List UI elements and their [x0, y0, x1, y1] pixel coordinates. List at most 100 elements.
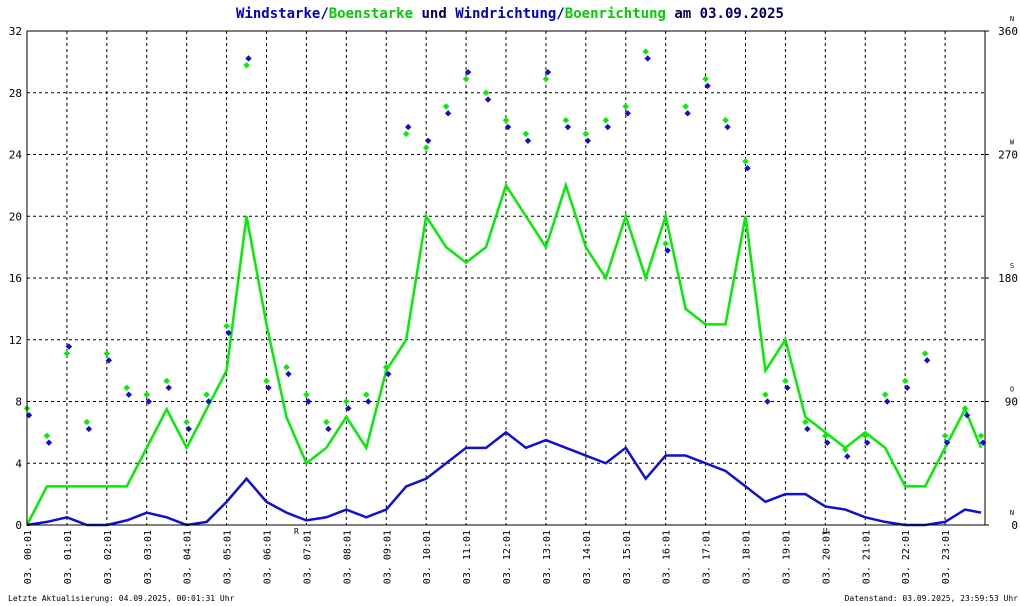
x-tick-label: 03. 13:01	[542, 530, 553, 584]
direction-point	[604, 123, 611, 131]
direction-point	[305, 398, 312, 405]
direction-point	[602, 116, 609, 124]
y2-tick-label: 90	[1005, 396, 1018, 409]
direction-point	[85, 425, 93, 433]
direction-point	[744, 165, 751, 172]
y-tick-label: 0	[15, 519, 22, 532]
direction-point	[662, 240, 669, 247]
direction-point	[784, 384, 791, 391]
direction-point	[303, 391, 310, 398]
direction-point	[724, 123, 731, 131]
y2-compass-label: N	[1010, 509, 1014, 517]
direction-point	[522, 130, 530, 138]
direction-point	[764, 398, 771, 405]
title-part: Windrichtung	[455, 6, 556, 22]
direction-point	[363, 391, 370, 398]
x-tick-label: 03. 15:01	[622, 530, 633, 584]
direction-point	[702, 75, 709, 83]
direction-point	[263, 377, 270, 385]
direction-point	[65, 343, 73, 350]
x-tick-label: 03. 06:01	[263, 530, 274, 584]
direction-point	[165, 384, 172, 391]
title-part: und	[413, 6, 455, 22]
direction-point	[882, 391, 889, 398]
direction-point	[225, 329, 232, 337]
direction-point	[245, 55, 252, 62]
x-tick-label: 03. 04:01	[183, 530, 194, 584]
y2-compass-label: S	[1010, 262, 1014, 270]
direction-point	[405, 123, 412, 131]
title-part: am 03.09.2025	[666, 6, 784, 22]
annotation: R	[294, 527, 299, 536]
x-tick-label: 03. 20:01	[821, 530, 832, 584]
direction-point	[704, 82, 711, 90]
y-tick-label: 24	[9, 149, 23, 162]
direction-point	[923, 357, 931, 364]
direction-point	[285, 370, 292, 378]
direction-point	[343, 398, 350, 405]
direction-point	[722, 116, 729, 124]
direction-point	[782, 377, 789, 385]
direction-point	[963, 412, 971, 419]
direction-point	[804, 425, 811, 433]
x-tick-label: 03. 01:01	[63, 530, 74, 584]
direction-point	[482, 89, 490, 96]
direction-point	[502, 116, 510, 124]
chart-title: Windstarke/Boenstarke und Windrichtung/B…	[236, 6, 784, 22]
direction-point	[83, 418, 91, 426]
direction-point	[564, 123, 572, 131]
y2-tick-label: 360	[998, 25, 1018, 38]
y2-compass-label: N	[1010, 15, 1014, 23]
direction-point	[822, 432, 829, 440]
y2-compass-label: O	[1010, 386, 1014, 394]
y-tick-label: 32	[9, 25, 22, 38]
title-part: /	[320, 6, 328, 22]
direction-point	[842, 446, 849, 453]
x-tick-label: 03. 22:01	[901, 530, 912, 584]
y2-tick-label: 0	[1011, 519, 1018, 532]
title-part: /	[556, 6, 564, 22]
direction-point	[862, 432, 869, 440]
direction-point	[325, 425, 332, 433]
title-part: Windstarke	[236, 6, 320, 22]
x-tick-label: 03. 05:01	[223, 530, 234, 584]
direction-point	[903, 384, 911, 391]
y2-tick-label: 180	[998, 272, 1018, 285]
y-tick-label: 16	[9, 272, 22, 285]
direction-point	[385, 370, 392, 378]
direction-point	[742, 158, 749, 165]
x-tick-label: 03. 07:01	[302, 530, 313, 584]
direction-point	[622, 103, 629, 110]
direction-point	[844, 453, 851, 460]
y-tick-label: 8	[15, 396, 22, 409]
direction-point	[203, 391, 210, 398]
direction-point	[43, 432, 51, 440]
direction-point	[45, 439, 53, 446]
direction-point	[223, 322, 230, 330]
x-tick-label: 03. 23:01	[941, 530, 952, 584]
x-tick-label: 03. 14:01	[582, 530, 593, 584]
direction-point	[283, 363, 290, 371]
title-part: Boenrichtung	[565, 6, 666, 22]
direction-point	[383, 363, 390, 371]
direction-point	[824, 439, 831, 446]
direction-point	[462, 75, 470, 83]
direction-point	[323, 418, 330, 426]
direction-point	[762, 391, 769, 398]
direction-point	[464, 68, 472, 76]
direction-point	[183, 418, 190, 426]
direction-point	[802, 418, 809, 426]
direction-point	[105, 357, 113, 364]
plot-border	[26, 30, 986, 526]
x-tick-label: 03. 17:01	[702, 530, 713, 584]
x-tick-label: 03. 08:01	[342, 530, 353, 584]
y-tick-label: 20	[9, 210, 22, 223]
x-tick-label: 03. 00:01	[23, 530, 34, 584]
direction-point	[682, 103, 689, 110]
x-tick-label: 03. 03:01	[143, 530, 154, 584]
x-tick-label: 03. 10:01	[422, 530, 433, 584]
x-tick-label: 03. 11:01	[462, 530, 473, 584]
direction-point	[424, 137, 432, 144]
direction-point	[205, 398, 212, 405]
footer-right: Datenstand: 03.09.2025, 23:59:53 Uhr	[845, 594, 1019, 603]
